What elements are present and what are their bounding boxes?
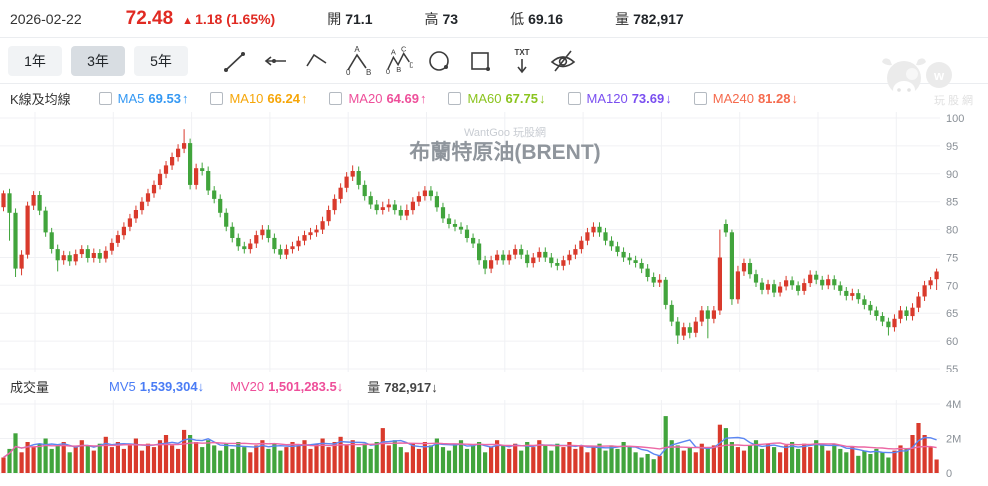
svg-text:100: 100 [946,113,964,125]
stat-volume: 量 782,917 [615,10,684,27]
ma5-checkbox[interactable] [98,91,112,105]
svg-text:4M: 4M [946,400,961,411]
price-change-text: 1.18 (1.65%) [195,10,276,27]
svg-text:80: 80 [946,225,958,237]
svg-text:WantGoo 玩股網: WantGoo 玩股網 [464,125,546,139]
svg-text:90: 90 [946,169,958,181]
current-volume-stat: 量 782,917↓ [367,379,438,395]
quote-header: 2026-02-22 72.48 ▲ 1.18 (1.65%) 開 71.1 高 73… [0,0,988,38]
svg-text:65: 65 [946,308,958,320]
svg-text:B: B [396,65,401,74]
hide-drawings-eye-icon[interactable] [549,45,577,77]
drawing-tools: A0B AC0BD TXT [221,45,577,77]
horizontal-line-tool-icon[interactable] [262,45,290,77]
circle-tool-icon[interactable] [426,45,454,77]
svg-text:A: A [391,47,396,56]
wave-0abcd-tool-icon[interactable]: AC 0BD [385,45,413,77]
range-button-3y[interactable]: 3年 [71,45,125,76]
svg-text:TXT: TXT [514,48,529,57]
up-arrow-icon: ▲ [182,14,194,27]
ma120-item: MA120 73.69 ↓ [567,91,672,106]
svg-text:布蘭特原油(BRENT): 布蘭特原油(BRENT) [409,140,600,164]
ma60-item: MA60 67.75 ↓ [448,91,546,106]
svg-text:0: 0 [386,67,390,76]
ma240-checkbox[interactable] [693,91,707,105]
svg-text:D: D [409,60,413,69]
chart-toolbar: 1年 3年 5年 A0B AC0BD [0,38,988,84]
svg-text:0: 0 [946,468,952,480]
rectangle-tool-icon[interactable] [467,45,495,77]
svg-text:55: 55 [946,364,958,372]
svg-text:A: A [354,46,360,54]
mv5-stat: MV5 1,539,304↓ [109,378,205,394]
ma240-item: MA240 81.28 ↓ [693,91,798,106]
svg-text:70: 70 [946,280,958,292]
range-button-1y[interactable]: 1年 [8,45,62,76]
last-price: 72.48 [125,7,174,29]
ma10-item: MA10 66.24 ↑ [210,91,307,106]
ma120-checkbox[interactable] [567,91,581,105]
svg-text:75: 75 [946,253,958,265]
svg-text:2M: 2M [946,434,961,446]
ma20-item: MA20 64.69 ↑ [329,91,426,106]
angle-line-tool-icon[interactable] [303,45,331,77]
text-tool-icon[interactable]: TXT [508,45,536,77]
svg-text:B: B [366,68,371,76]
svg-text:85: 85 [946,197,958,209]
volume-title: 成交量 [10,379,50,395]
quote-date: 2026-02-22 [10,10,82,27]
price-change: ▲ 1.18 (1.65%) [182,11,275,27]
stat-low: 低 69.16 [510,10,564,27]
indicator-row: K線及均線 MA5 69.53 ↑ MA10 66.24 ↑ MA20 64.69 ↑ MA… [0,84,988,112]
mv20-stat: MV20 1,501,283.5↓ [230,378,344,394]
stat-high: 高 73 [424,10,459,27]
svg-text:95: 95 [946,141,958,153]
range-button-5y[interactable]: 5年 [134,45,188,76]
stat-open: 開 71.1 [327,10,373,27]
volume-chart[interactable]: 0 2M 4M [0,400,988,486]
wave-0ab-tool-icon[interactable]: A 0 B [344,45,372,77]
svg-text:60: 60 [946,336,958,348]
indicator-title: K線及均線 [10,91,71,107]
svg-text:C: C [401,46,407,54]
svg-text:0: 0 [346,68,351,76]
candlestick-chart[interactable]: 55 60 65 70 75 80 85 90 95 100 WantGoo 玩股網布蘭特原油(BR… [0,112,988,372]
ma5-item: MA5 69.53 ↑ [98,91,188,106]
ma10-checkbox[interactable] [210,91,224,105]
ma60-checkbox[interactable] [448,91,462,105]
ma20-checkbox[interactable] [329,91,343,105]
trend-line-tool-icon[interactable] [221,45,249,77]
volume-row: 成交量 MV5 1,539,304↓ MV20 1,501,283.5↓ 量 782,… [0,372,988,400]
